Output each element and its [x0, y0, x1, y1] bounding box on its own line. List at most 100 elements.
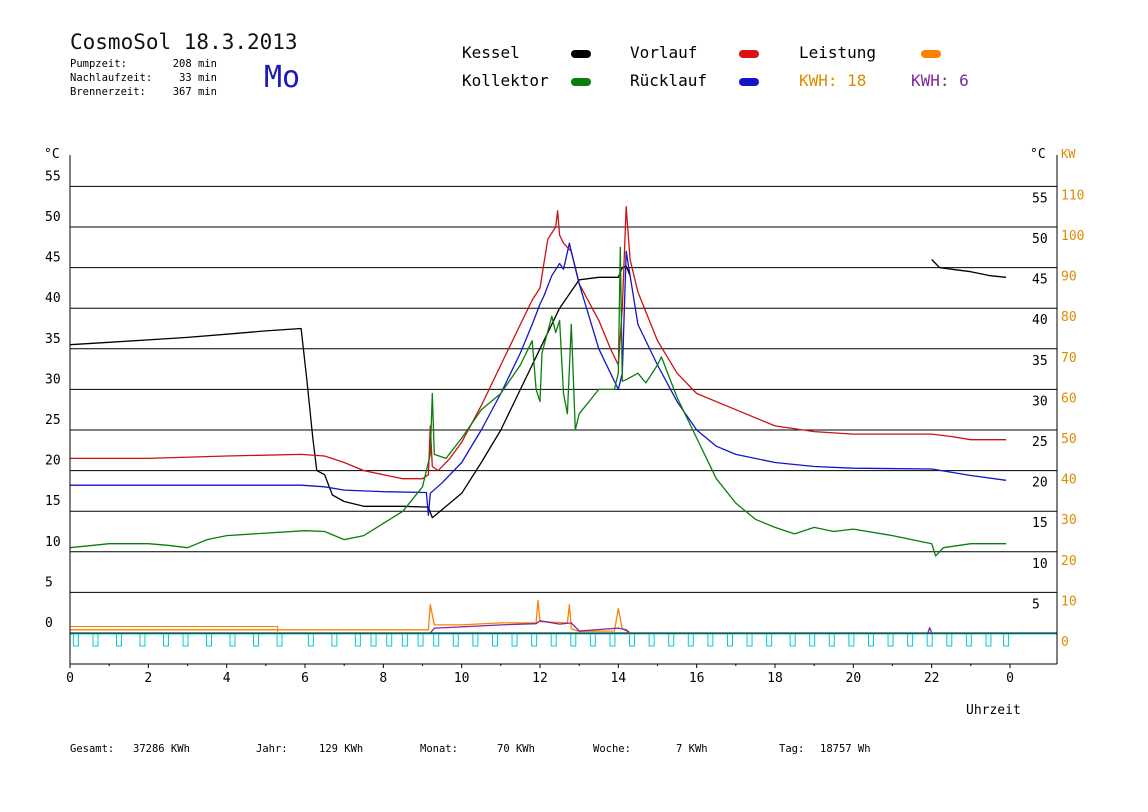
legend-kollektor: Kollektor — [462, 71, 549, 90]
pump-mark — [115, 633, 122, 647]
y-tick-right-55: 55 — [1032, 191, 1048, 206]
series-line-kollektor — [69, 246, 1007, 557]
x-tick-18: 18 — [767, 671, 783, 686]
legend-vorlauf-swatch — [739, 50, 759, 58]
pump-mark — [789, 633, 796, 647]
pump-mark — [570, 633, 577, 647]
x-tick-22: 22 — [924, 671, 940, 686]
stat-woche-label: Woche: — [593, 743, 631, 755]
x-tick-4: 4 — [223, 671, 231, 686]
pump-mark — [206, 633, 213, 647]
series-line-kwh-purple — [429, 620, 933, 634]
x-tick-16: 16 — [689, 671, 705, 686]
series-line-rücklauf — [70, 242, 1007, 516]
pump-mark — [828, 633, 835, 647]
page-title: CosmoSol 18.3.2013 — [70, 30, 298, 54]
pump-mark — [668, 633, 675, 647]
pump-mark — [887, 633, 894, 647]
x-tick-8: 8 — [379, 671, 387, 686]
legend-leistung-swatch — [921, 50, 941, 58]
info-label-nachlaufzeit: Nachlaufzeit: — [70, 72, 153, 84]
stat-tag-value: 18757 Wh — [820, 743, 871, 755]
pump-mark — [253, 633, 260, 647]
x-axis-label: Uhrzeit — [966, 703, 1021, 718]
pump-mark — [1003, 633, 1010, 647]
pump-mark — [162, 633, 169, 647]
pump-mark — [452, 633, 459, 647]
y-axis-label-right: °C — [1030, 147, 1046, 162]
y-tick-kw-40: 40 — [1061, 473, 1077, 488]
y-tick-right-20: 20 — [1032, 476, 1048, 491]
y-tick-right-45: 45 — [1032, 273, 1048, 288]
chart-series — [69, 206, 1007, 634]
y-tick-kw-20: 20 — [1061, 554, 1077, 569]
pump-mark — [72, 633, 79, 647]
pump-mark — [139, 633, 146, 647]
pump-mark — [433, 633, 440, 647]
x-tick-14: 14 — [611, 671, 627, 686]
y-tick-right-25: 25 — [1032, 435, 1048, 450]
legend-kwh-orange: KWH: 18 — [799, 71, 867, 90]
pump-mark — [867, 633, 874, 647]
y-tick-left-40: 40 — [45, 291, 61, 306]
pump-mark — [907, 633, 914, 647]
legend-kollektor-swatch — [571, 78, 591, 86]
y-tick-kw-90: 90 — [1061, 270, 1077, 285]
y-tick-right-10: 10 — [1032, 557, 1048, 572]
y-tick-right-40: 40 — [1032, 313, 1048, 328]
x-tick-6: 6 — [301, 671, 309, 686]
y-tick-kw-60: 60 — [1061, 391, 1077, 406]
pump-mark — [726, 633, 733, 647]
series-line-kessel — [69, 259, 1007, 519]
y-tick-right-35: 35 — [1032, 354, 1048, 369]
legend-kessel: Kessel — [462, 43, 520, 62]
y-tick-left-30: 30 — [45, 372, 61, 387]
pump-mark — [229, 633, 236, 647]
x-tick-0: 0 — [66, 671, 74, 686]
info-label-brennerzeit: Brennerzeit: — [70, 86, 146, 98]
y-tick-left-55: 55 — [45, 169, 61, 184]
pump-mark — [182, 633, 189, 647]
stat-gesamt-value: 37286 KWh — [133, 743, 190, 755]
x-tick-2: 2 — [144, 671, 152, 686]
legend-ruecklauf-swatch — [739, 78, 759, 86]
stat-tag-label: Tag: — [779, 743, 805, 755]
pump-mark — [926, 633, 933, 647]
y-tick-left-50: 50 — [45, 210, 61, 225]
x-tick-10: 10 — [454, 671, 470, 686]
pump-mark — [648, 633, 655, 647]
pump-mark — [331, 633, 338, 647]
pump-mark — [965, 633, 972, 647]
pump-mark — [848, 633, 855, 647]
weekday-label: Mo — [264, 60, 301, 95]
pump-mark — [609, 633, 616, 647]
y-tick-kw-100: 100 — [1061, 229, 1084, 244]
pump-mark — [809, 633, 816, 647]
pump-marks — [70, 633, 1057, 647]
pump-mark — [92, 633, 99, 647]
pump-mark — [511, 633, 518, 647]
pump-mark — [386, 633, 393, 647]
legend-leistung: Leistung — [799, 43, 877, 62]
pump-mark — [746, 633, 753, 647]
y-tick-kw-70: 70 — [1061, 351, 1077, 366]
pump-mark — [307, 633, 314, 647]
legend-vorlauf: Vorlauf — [630, 43, 698, 62]
y-tick-kw-80: 80 — [1061, 310, 1077, 325]
pump-mark — [370, 633, 377, 647]
y-tick-right-30: 30 — [1032, 394, 1048, 409]
legend-ruecklauf: Rücklauf — [630, 71, 708, 90]
stat-jahr-label: Jahr: — [256, 743, 288, 755]
y-tick-kw-10: 10 — [1061, 594, 1077, 609]
series-line-leistung — [70, 599, 631, 634]
legend-kwh-purple: KWH: 6 — [911, 71, 969, 90]
pump-mark — [687, 633, 694, 647]
pump-mark — [550, 633, 557, 647]
info-value-nachlaufzeit: 33 min — [179, 72, 217, 84]
y-tick-right-15: 15 — [1032, 516, 1048, 531]
series-line-vorlauf — [70, 206, 1007, 480]
y-axis-label-kw: KW — [1061, 147, 1076, 161]
y-tick-left-5: 5 — [45, 575, 53, 590]
pump-mark — [401, 633, 408, 647]
y-tick-left-15: 15 — [45, 494, 61, 509]
